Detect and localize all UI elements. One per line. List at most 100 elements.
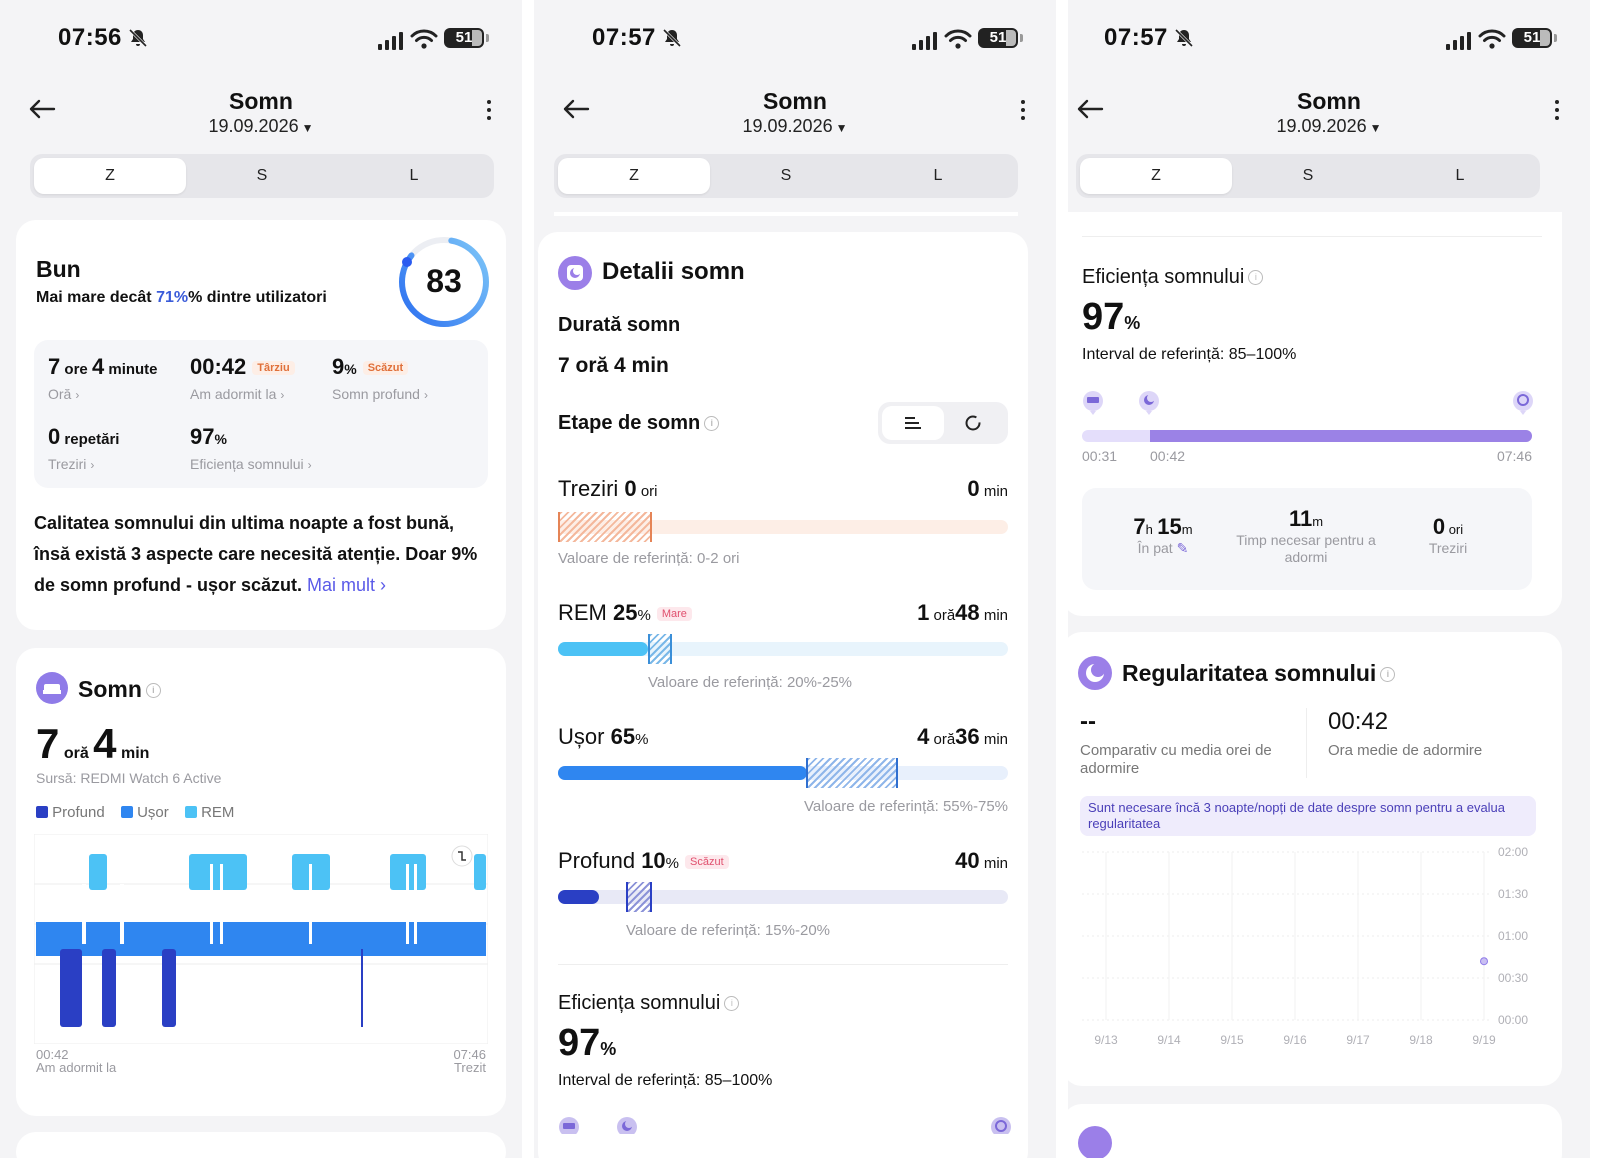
- y-tick-label: 00:00: [1498, 1013, 1528, 1027]
- duration-value: 7 oră 4 min: [558, 354, 669, 377]
- reg-avg-label: Ora medie de adormire: [1328, 742, 1483, 759]
- wake-bar: [558, 520, 1008, 534]
- y-tick-label: 02:00: [1498, 845, 1528, 859]
- divider: [1306, 708, 1307, 778]
- stat-deep-sleep[interactable]: 9% Scăzut Somn profund ›: [332, 354, 428, 402]
- deep-segment: [361, 949, 363, 1027]
- status-time: 07:56: [58, 24, 122, 51]
- stat-wakeups[interactable]: 0 repetări Treziri ›: [48, 424, 120, 472]
- edit-icon[interactable]: ✎: [1176, 540, 1189, 556]
- date-selector[interactable]: 19.09.2026 ▼: [208, 116, 314, 136]
- wakeups-stat: 0 ori Treziri: [1428, 514, 1468, 556]
- chart-end: 07:46 Trezit: [453, 1047, 486, 1075]
- stat-duration[interactable]: 7 ore 4 minute Oră ›: [48, 354, 158, 402]
- regularity-card: Regularitatea somnului i -- Comparativ cu…: [1068, 632, 1562, 1086]
- wake-label: Treziri 0 ori: [558, 476, 658, 501]
- rem-duration: 1 oră48 min: [917, 600, 1008, 625]
- reg-note: Sunt necesare încă 3 noapte/nopți de dat…: [1080, 796, 1536, 836]
- stages-label: Etape de somn i: [558, 412, 720, 435]
- more-options-icon[interactable]: [1020, 100, 1026, 122]
- period-tabs: Z S L: [30, 154, 494, 198]
- tab-week[interactable]: S: [256, 167, 268, 184]
- page-title: Somn: [229, 88, 293, 114]
- deep-ref: Valoare de referință: 15%-20%: [626, 922, 831, 939]
- efficiency-ref: Interval de referință: 85–100%: [558, 1072, 773, 1089]
- bell-muted-icon: [1174, 28, 1194, 48]
- moon-icon: [558, 256, 592, 290]
- deep-segment: [162, 949, 176, 1027]
- deep-duration: 40 min: [955, 848, 1008, 873]
- divider: [558, 964, 1008, 965]
- sleep-chart-card: Somn i 7 oră 4 min Sursă: REDMI Watch 6 A…: [16, 648, 506, 1116]
- battery-icon: 51: [978, 28, 1023, 48]
- sleep-title: Somn i: [78, 676, 161, 703]
- tab-day[interactable]: Z: [34, 158, 186, 194]
- wake-gap: [220, 864, 223, 944]
- wake-gap: [210, 864, 213, 944]
- top-header: Somn 19.09.2026 ▼: [0, 82, 522, 142]
- bars-icon: [905, 417, 921, 429]
- status-time: 07:57: [592, 24, 656, 51]
- top-header: Somn 19.09.2026 ▼: [1068, 82, 1590, 142]
- tab-week[interactable]: S: [1302, 167, 1314, 184]
- page-title: Somn: [763, 88, 827, 114]
- data-point[interactable]: [1480, 957, 1488, 966]
- more-options-icon[interactable]: [486, 100, 492, 122]
- tab-day[interactable]: Z: [558, 158, 710, 194]
- battery-icon: 51: [1512, 28, 1557, 48]
- date-selector[interactable]: 19.09.2026 ▼: [742, 116, 848, 136]
- bell-muted-icon: [128, 28, 148, 48]
- tab-month[interactable]: L: [1455, 167, 1465, 184]
- x-tick-label: 9/13: [1094, 1033, 1118, 1047]
- hypnogram-chart: [34, 834, 488, 1044]
- rem-label: REM 25% Mare: [558, 600, 692, 626]
- stat-asleep-time[interactable]: 00:42 Târziu Am adormit la ›: [190, 354, 295, 402]
- quality-label: Bun: [36, 256, 81, 282]
- date-selector[interactable]: 19.09.2026 ▼: [1276, 116, 1382, 136]
- more-options-icon[interactable]: [1554, 100, 1560, 122]
- more-link[interactable]: Mai mult ›: [307, 575, 387, 595]
- status-bar: 07:57 51: [1068, 0, 1590, 78]
- x-tick-label: 9/19: [1472, 1033, 1496, 1047]
- battery-icon: 51: [444, 28, 489, 48]
- x-tick-label: 9/16: [1283, 1033, 1307, 1047]
- light-label: Ușor 65%: [558, 724, 649, 749]
- alarm-marker-icon: [1513, 391, 1533, 415]
- y-tick-label: 00:30: [1498, 971, 1528, 985]
- deep-bar: [558, 890, 1008, 904]
- ring-view-icon[interactable]: [964, 414, 982, 432]
- status-bar: 07:57 51: [534, 0, 1056, 78]
- compare-text: Mai mare decât 71%% dintre utilizatori: [36, 289, 327, 306]
- back-arrow-icon[interactable]: [28, 98, 56, 120]
- back-arrow-icon[interactable]: [562, 98, 590, 120]
- x-tick-label: 9/15: [1220, 1033, 1244, 1047]
- tab-day[interactable]: Z: [1080, 158, 1232, 194]
- phone-screen-2: 07:57 51 Somn 19.09.2026 ▼ Z S L Detalii …: [534, 0, 1056, 1158]
- rem-segment: [89, 854, 107, 890]
- tab-week[interactable]: S: [780, 167, 792, 184]
- score-value: 83: [426, 263, 462, 299]
- wifi-icon: [1478, 29, 1506, 49]
- list-view-button[interactable]: [882, 406, 944, 440]
- divider: [1082, 236, 1542, 237]
- regularity-chart: 02:00 01:30 01:00 00:30 00:00 9/13 9/14 9/15 9/…: [1082, 845, 1528, 1047]
- wake-gap: [120, 884, 124, 944]
- data-source: Sursă: REDMI Watch 6 Active: [36, 770, 222, 786]
- wake-time: 07:46: [1496, 448, 1532, 464]
- page-title: Somn: [1297, 88, 1361, 114]
- y-tick-label: 01:30: [1498, 887, 1528, 901]
- back-arrow-icon[interactable]: [1076, 98, 1104, 120]
- score-ring: 83: [399, 237, 489, 327]
- wake-gap: [82, 884, 86, 944]
- bed-icon: [36, 672, 68, 704]
- fall-asleep-stat: 11m Timp necesar pentru a adormi: [1236, 506, 1376, 565]
- tab-month[interactable]: L: [409, 167, 419, 184]
- x-tick-label: 9/14: [1157, 1033, 1181, 1047]
- caret-down-icon: ▼: [301, 121, 314, 135]
- tab-month[interactable]: L: [933, 167, 943, 184]
- stat-efficiency[interactable]: 97% Eficiența somnului ›: [190, 424, 312, 472]
- asleep-time: 00:42: [1150, 448, 1186, 464]
- light-bar-fill: [558, 766, 807, 780]
- caret-down-icon: ▼: [835, 121, 848, 135]
- light-ref-range: [806, 758, 898, 788]
